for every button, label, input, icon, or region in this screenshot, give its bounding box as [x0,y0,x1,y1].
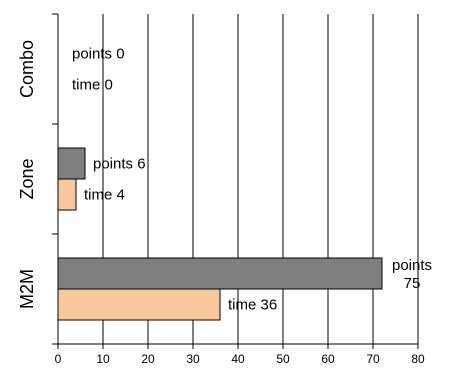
x-tick-label: 30 [186,352,200,366]
time-label-m2m: time 36 [228,297,277,314]
x-tick-label: 40 [231,352,245,366]
points-bar-zone [57,147,86,180]
x-tick-label: 10 [96,352,110,366]
label-line: points [392,257,432,274]
x-tick-label: 60 [321,352,335,366]
category-label-m2m: M2M [17,269,37,309]
time-label-zone: time 4 [84,187,125,204]
time-label-combo: time 0 [72,77,113,94]
x-tick-label: 70 [366,352,380,366]
data-labels: points 0 time 0 points 6 time 4 points 75 time… [72,46,432,314]
label-line: 75 [404,275,421,292]
x-tick-label: 0 [55,352,62,366]
points-label-zone: points 6 [93,156,146,173]
category-label-combo: Combo [17,40,37,98]
points-label-m2m: points 75 [392,257,432,292]
points-label-combo: points 0 [72,46,125,63]
x-tick-label: 50 [276,352,290,366]
points-bar-m2m [57,257,383,290]
time-bar-m2m [57,288,221,321]
category-label-zone: Zone [17,158,37,199]
time-bar-zone [57,178,77,211]
axes: 0 10 20 30 40 50 60 70 80 Combo Zone M2M [17,13,425,366]
bars [57,147,383,321]
grid-lines [102,14,419,344]
x-tick-label: 80 [411,352,425,366]
x-tick-label: 20 [141,352,155,366]
